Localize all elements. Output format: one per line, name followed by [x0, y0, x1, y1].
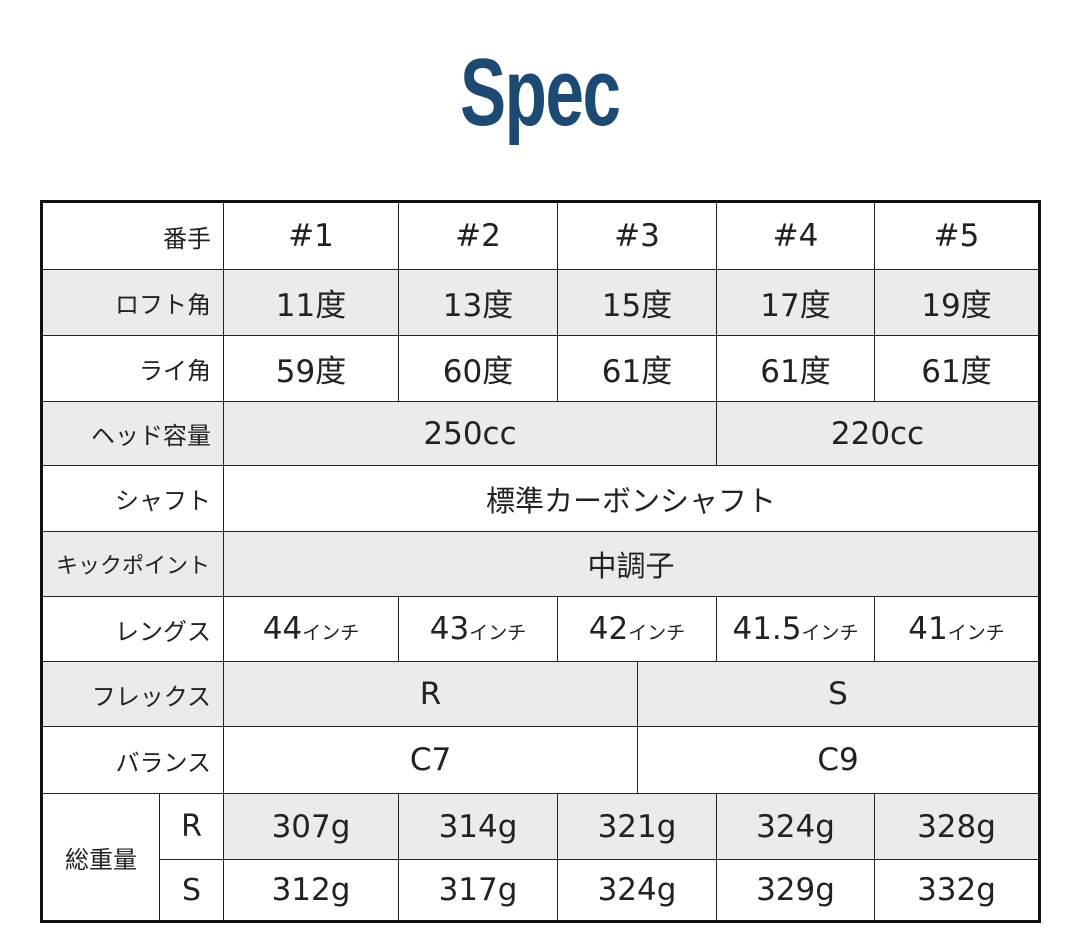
club-number: #2	[398, 201, 558, 270]
row-label: ライ角	[41, 335, 224, 402]
club-number: #4	[716, 201, 876, 270]
lie-value: 60度	[398, 335, 558, 402]
flex-value: R	[223, 661, 638, 727]
loft-value: 15度	[556, 269, 718, 336]
lie-value: 59度	[223, 335, 399, 402]
lie-value: 61度	[556, 335, 718, 402]
weight-value: 307g	[223, 793, 399, 860]
flex-value: S	[636, 661, 1041, 727]
weight-value: 321g	[556, 793, 718, 860]
weight-value: 324g	[556, 859, 718, 922]
weight-row-s: S 312g 317g 324g 329g 332g	[42, 859, 1041, 922]
weight-value: 314g	[398, 793, 558, 860]
shaft-row: シャフト 標準カーボンシャフト	[41, 465, 1041, 532]
club-number: #1	[223, 201, 399, 270]
row-label: バランス	[41, 726, 224, 794]
page-title: Spec	[460, 39, 621, 146]
club-number: #5	[874, 201, 1041, 270]
head-volume-value: 220cc	[716, 401, 1041, 466]
length-value: 44インチ	[223, 596, 399, 662]
length-value: 43インチ	[398, 596, 558, 662]
header-row: 番手 #1 #2 #3 #4 #5	[41, 201, 1041, 270]
loft-value: 17度	[716, 269, 876, 336]
row-label: ロフト角	[41, 269, 224, 336]
lie-row: ライ角 59度 60度 61度 61度 61度	[41, 335, 1041, 402]
spec-table: 番手 #1 #2 #3 #4 #5 ロフト角 11度 13度 15度 17度 1…	[40, 200, 1042, 923]
weight-value: 312g	[223, 859, 399, 922]
head-volume-row: ヘッド容量 250cc 220cc	[41, 401, 1041, 466]
loft-value: 13度	[398, 269, 558, 336]
balance-value: C9	[636, 726, 1041, 794]
head-volume-value: 250cc	[222, 401, 718, 466]
weight-value: 317g	[398, 859, 558, 922]
weight-row-r: 総重量 R 307g 314g 321g 324g 328g	[41, 793, 1041, 922]
weight-value: 329g	[716, 859, 876, 922]
club-number: #3	[556, 201, 718, 270]
row-label: ヘッド容量	[41, 401, 224, 466]
lie-value: 61度	[716, 335, 876, 402]
balance-row: バランス C7 C9	[41, 726, 1041, 794]
row-label: 総重量	[41, 793, 160, 922]
weight-flex-label: S	[159, 859, 224, 922]
row-label: レングス	[41, 596, 224, 662]
weight-value: 328g	[874, 793, 1041, 860]
balance-value: C7	[223, 726, 638, 794]
row-label: 番手	[41, 201, 224, 270]
shaft-value: 標準カーボンシャフト	[222, 465, 1041, 532]
row-label: シャフト	[41, 465, 224, 532]
row-label: フレックス	[41, 661, 224, 727]
loft-value: 11度	[223, 269, 399, 336]
weight-value: 324g	[716, 793, 876, 860]
loft-value: 19度	[874, 269, 1041, 336]
flex-row: フレックス R S	[41, 661, 1041, 727]
weight-value: 332g	[874, 859, 1041, 922]
length-value: 41インチ	[874, 596, 1041, 662]
row-label: キックポイント	[41, 531, 224, 597]
length-value: 42インチ	[556, 596, 718, 662]
lie-value: 61度	[874, 335, 1041, 402]
kick-point-row: キックポイント 中調子	[41, 531, 1041, 597]
weight-flex-label: R	[159, 793, 224, 860]
kick-point-value: 中調子	[222, 531, 1041, 597]
length-row: レングス 44インチ 43インチ 42インチ 41.5インチ 41インチ	[41, 596, 1041, 662]
loft-row: ロフト角 11度 13度 15度 17度 19度	[41, 269, 1041, 336]
length-value: 41.5インチ	[716, 596, 876, 662]
